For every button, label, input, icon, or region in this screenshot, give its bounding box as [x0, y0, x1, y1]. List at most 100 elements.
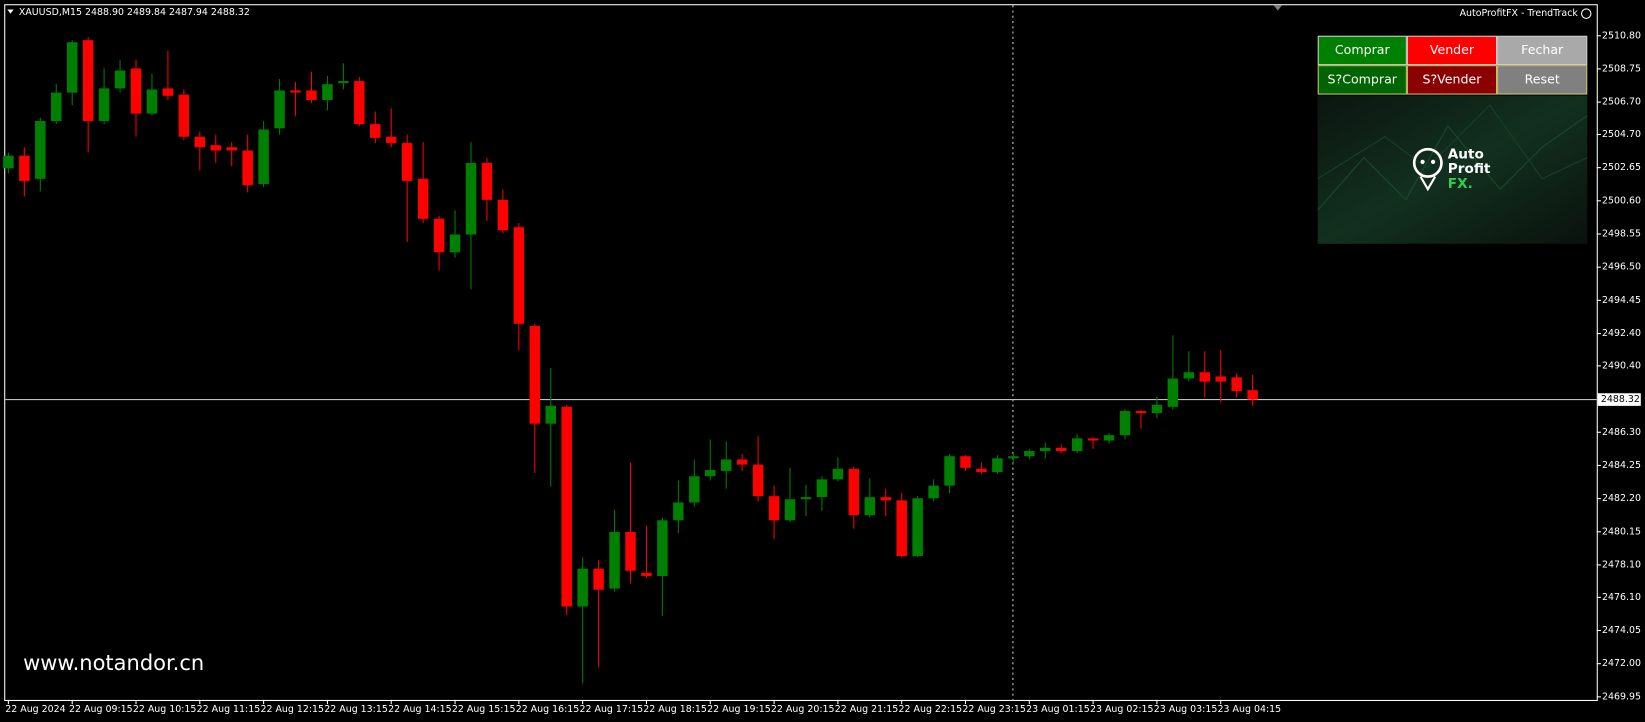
candle-body [768, 496, 780, 521]
menu-arrow[interactable] [7, 9, 14, 14]
y-tick-label: 2510.80 [1602, 30, 1641, 41]
panel-button-label[interactable]: Comprar [1335, 42, 1391, 57]
candle-body [960, 456, 971, 468]
x-tick-label: 23 Aug 02:15 [1090, 704, 1154, 715]
x-tick-label: 22 Aug 2024 [5, 704, 65, 715]
candle-body [641, 572, 652, 576]
candle-body [258, 129, 269, 185]
candle-body [736, 459, 748, 465]
y-tick-label: 2482.20 [1602, 493, 1641, 504]
y-tick-label: 2492.40 [1602, 328, 1641, 339]
candle-body [3, 155, 14, 169]
candle-body [880, 497, 891, 501]
candle-body [465, 162, 477, 235]
y-tick-label: 2474.05 [1602, 625, 1641, 636]
candle-body [673, 502, 684, 521]
candle-body [689, 476, 700, 503]
candle-body [51, 92, 62, 122]
candle-body [1024, 451, 1035, 457]
candle-body [625, 531, 636, 571]
candle-body [912, 498, 923, 557]
x-tick-label: 22 Aug 22:15 [899, 704, 963, 715]
candle-body [401, 143, 413, 181]
y-tick-label: 2480.15 [1602, 526, 1641, 537]
candle-body [322, 84, 333, 101]
panel-button[interactable] [1406, 65, 1498, 95]
candle-body [577, 568, 588, 607]
candle-body [1215, 376, 1226, 382]
logo-icon [1419, 176, 1437, 192]
candle-body [944, 456, 955, 486]
candle-body [752, 464, 764, 497]
panel-button[interactable] [1317, 65, 1407, 95]
candle-body [210, 145, 222, 151]
candle-body [194, 136, 206, 148]
indicator-title: AutoProfitFX - TrendTrack [1460, 8, 1579, 19]
candle-body [1151, 404, 1163, 414]
candle-body [130, 68, 142, 114]
candle-body [720, 459, 732, 471]
candle-body [274, 90, 285, 129]
x-tick-label: 22 Aug 23:15 [962, 704, 1026, 715]
y-tick-label: 2494.45 [1602, 295, 1641, 306]
candle-body [98, 88, 110, 122]
candle-body [1071, 438, 1083, 452]
candle-body [1247, 390, 1258, 400]
panel-button[interactable] [1497, 65, 1588, 95]
candle-body [816, 479, 828, 498]
bid-label: 2488.32 [1601, 394, 1640, 405]
candle-body [162, 88, 174, 96]
y-tick-label: 2498.55 [1602, 229, 1641, 240]
panel-button[interactable] [1497, 35, 1588, 66]
candle-body [1135, 411, 1147, 414]
panel-button[interactable] [1317, 35, 1407, 66]
candle-body [497, 199, 509, 231]
x-tick-label: 22 Aug 13:15 [324, 704, 388, 715]
y-tick-label: 2500.60 [1602, 195, 1641, 206]
panel-button-label[interactable]: Fechar [1521, 42, 1564, 57]
x-tick-label: 23 Aug 01:15 [1026, 704, 1090, 715]
y-tick-label: 2490.40 [1602, 360, 1641, 371]
candle-body [242, 150, 253, 186]
candle-body [896, 500, 907, 557]
candle-body [370, 124, 381, 138]
candle-body [66, 42, 78, 93]
y-tick-label: 2502.65 [1602, 162, 1641, 173]
candle-body [114, 70, 126, 89]
candle-body [800, 497, 812, 500]
candle-body [1008, 456, 1019, 459]
watermark: www.notandor.cn [23, 651, 204, 675]
candle-body [449, 234, 461, 253]
candle-body [928, 485, 939, 499]
candle-body [306, 90, 317, 101]
panel-button-label[interactable]: S?Vender [1423, 71, 1483, 86]
y-tick-label: 2486.30 [1602, 427, 1641, 438]
candle-body [1055, 447, 1067, 452]
shift-marker [1273, 5, 1283, 11]
panel-button-label[interactable]: Reset [1525, 71, 1560, 86]
candle-body [657, 520, 668, 576]
panel-button-label[interactable]: S?Comprar [1328, 71, 1398, 86]
panel-button-label[interactable]: Vender [1430, 42, 1475, 57]
candle-body [290, 90, 301, 93]
candle-body [609, 531, 620, 589]
candle-body [976, 468, 987, 473]
candle-body [226, 147, 237, 151]
x-tick-label: 22 Aug 14:15 [388, 704, 452, 715]
candle-body [433, 218, 445, 253]
candle-body [19, 155, 30, 181]
x-tick-label: 22 Aug 09:15 [69, 704, 133, 715]
x-tick-label: 23 Aug 03:15 [1154, 704, 1218, 715]
panel-button[interactable] [1406, 35, 1498, 66]
candle-body [832, 468, 844, 480]
y-tick-label: 2472.00 [1602, 658, 1641, 669]
trade-panel: Auto Profit FX. Comprar Vender Fechar S?Com… [1317, 35, 1588, 244]
candle-body [529, 325, 541, 424]
y-tick-label: 2506.70 [1602, 97, 1641, 108]
candle-body [178, 94, 190, 137]
candle-body [1231, 377, 1242, 392]
candle-body [354, 81, 365, 125]
candle-body [1199, 372, 1211, 382]
x-tick-label: 22 Aug 15:15 [452, 704, 516, 715]
